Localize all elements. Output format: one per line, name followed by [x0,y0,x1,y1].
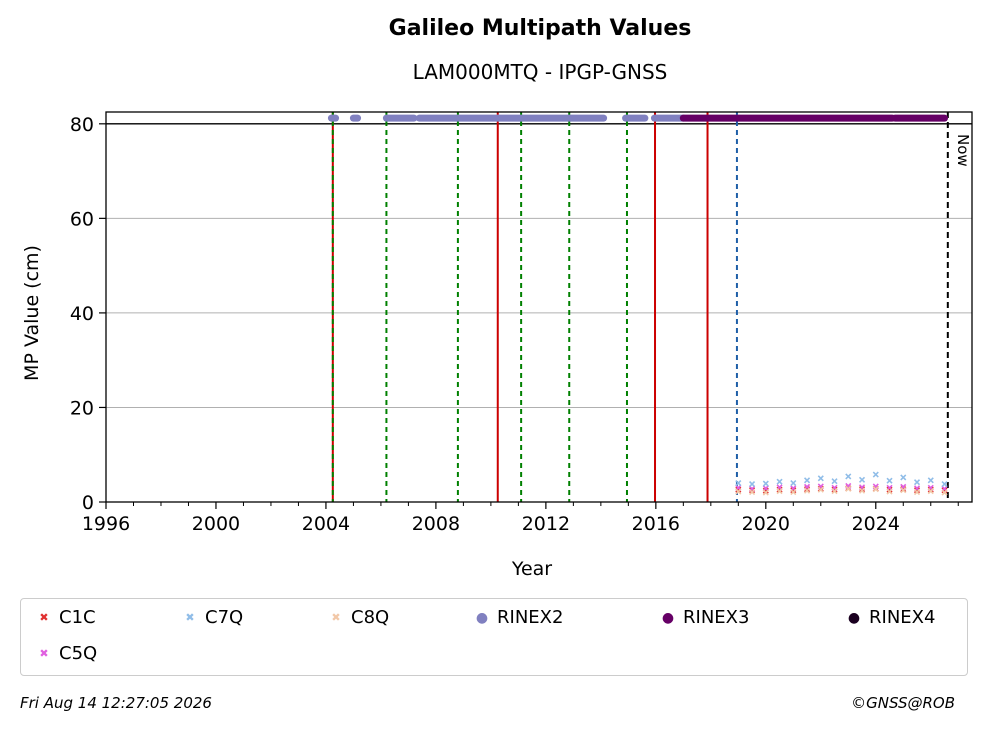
point-c8q [831,488,838,495]
chart-subtitle: LAM000MTQ - IPGP-GNSS [412,60,668,84]
x-tick-label: 2000 [192,513,240,535]
point-c8q [900,487,907,494]
multipath-chart: Now 1996 2000 2004 2008 2012 2016 2020 2024 0 20 40… [21,111,973,580]
point-c7q [762,480,769,487]
now-label: Now [954,134,972,167]
point-c8q [941,489,948,496]
legend-item-c8q: ✖ C8Q [329,607,389,628]
legend-label-c1c: C1C [59,607,96,628]
y-tick-label: 40 [70,303,94,325]
point-c7q [735,480,742,487]
legend-label-c8q: C8Q [351,607,390,628]
x-tick-label: 2024 [852,513,900,535]
point-c8q [913,489,921,496]
legend-marker-c1c: ✖ [39,611,49,624]
point-c7q [790,480,797,487]
legend-label-c5q: C5Q [59,643,98,664]
credit: ©GNSS@ROB [851,694,955,712]
legend-item-rinex3: ● RINEX3 [661,607,750,628]
point-c7q [886,477,893,484]
point-c7q [900,474,907,481]
point-c7q [872,471,879,478]
x-tick-label: 2020 [742,513,790,535]
point-c1c [927,486,934,493]
y-tick-label: 0 [82,492,94,514]
legend: ✖ C1C ✖ C7Q ✖ C8Q ● RINEX2 ● RINEX3 ● RI… [20,598,968,676]
legend-marker-rinex3: ● [661,609,675,626]
point-c7q [927,477,934,484]
legend-item-c1c: ✖ C1C [37,607,96,628]
point-c8q [817,486,824,493]
legend-marker-c8q: ✖ [331,611,341,624]
point-c7q [913,479,921,486]
point-c8q [762,489,769,496]
legend-item-rinex4: ● RINEX4 [847,607,936,628]
point-c8q [776,488,783,495]
point-c8q [927,488,934,495]
point-c8q [790,489,797,496]
point-c1c [858,486,866,493]
point-c1c [735,486,742,493]
point-c7q [941,480,948,488]
point-c8q [735,488,742,495]
legend-label-c7q: C7Q [205,607,244,628]
legend-marker-c7q: ✖ [185,611,195,624]
y-axis-label: MP Value (cm) [21,245,43,381]
point-c7q [831,478,838,485]
x-tick-label: 1996 [82,513,130,535]
x-tick-label: 2004 [302,513,350,535]
legend-marker-c5q: ✖ [39,647,49,660]
timestamp: Fri Aug 14 12:27:05 2026 [20,694,212,712]
legend-item-c5q: ✖ C5Q [37,643,97,664]
point-c1c [913,487,921,494]
point-c8q [748,489,756,496]
y-tick-label: 80 [70,114,94,136]
plot-frame [105,111,973,503]
point-c1c [790,487,797,494]
point-c7q [845,473,852,480]
point-c8q [803,487,811,494]
chart-title: Galileo Multipath Values [388,16,692,41]
point-c7q [776,478,783,485]
x-tick-label: 2008 [412,513,460,535]
point-c8q [886,488,893,495]
point-c8q [858,487,866,494]
y-tick-label: 60 [70,208,94,230]
legend-label-rinex2: RINEX2 [497,607,564,628]
point-c7q [817,475,824,482]
legend-item-c7q: ✖ C7Q [183,607,243,628]
x-tick-label: 2012 [522,513,570,535]
point-c1c [748,487,756,494]
legend-label-rinex3: RINEX3 [683,607,750,628]
legend-label-rinex4: RINEX4 [869,607,936,628]
point-c8q [872,486,879,493]
x-axis-label: Year [511,558,552,580]
legend-marker-rinex4: ● [847,609,861,626]
legend-marker-rinex2: ● [475,609,489,626]
y-tick-label: 20 [70,397,94,419]
point-c7q [748,480,756,488]
point-c7q [803,477,811,484]
point-c1c [886,486,893,493]
point-c1c [831,486,838,493]
x-tick-label: 2016 [632,513,680,535]
point-c8q [845,485,852,492]
point-c7q [858,476,866,483]
legend-item-rinex2: ● RINEX2 [475,607,564,628]
